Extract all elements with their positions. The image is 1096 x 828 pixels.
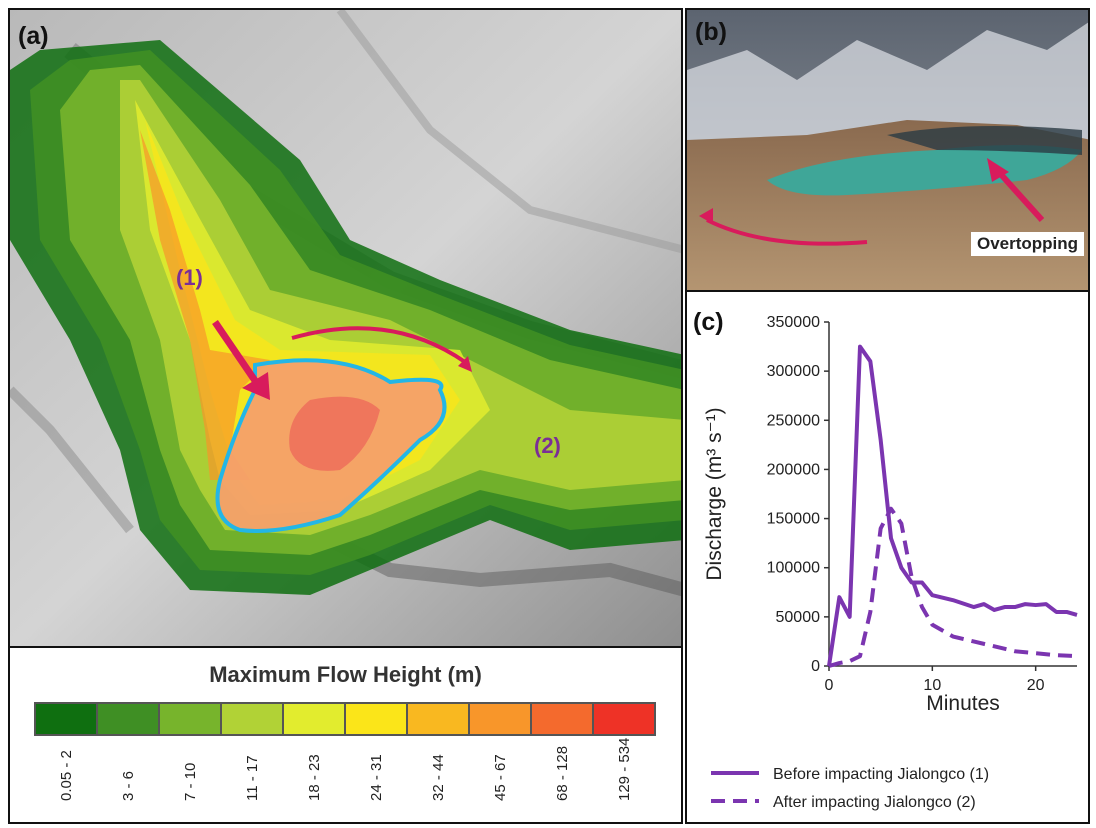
- impact-arrow-head: [242, 372, 270, 400]
- panel-a-label: (a): [18, 22, 49, 50]
- y-tick-label: 150000: [767, 511, 820, 528]
- y-tick-label: 200000: [767, 461, 820, 478]
- legend-swatch: [470, 704, 532, 734]
- panel-b-label: (b): [695, 18, 727, 46]
- lake-water: [767, 145, 1082, 196]
- y-tick-label: 350000: [767, 314, 820, 331]
- legend-swatch: [532, 704, 594, 734]
- legend-swatch: [98, 704, 160, 734]
- legend-swatch: [594, 704, 654, 734]
- legend-range-label: 32 - 44: [430, 754, 447, 801]
- overtopping-arrow-head: [987, 158, 1009, 182]
- impact-arrow: [212, 320, 263, 390]
- overtopping-path-arrow-head: [458, 356, 472, 372]
- legend-swatches: [34, 702, 656, 736]
- ridge-shadow: [336, 10, 681, 254]
- overtopping-path-arrow-head: [699, 208, 713, 224]
- legend-range-label: 129 - 534: [616, 737, 633, 801]
- flow-height-map-panel: (a) (1) (2): [8, 8, 683, 648]
- flow-height-legend: Maximum Flow Height (m) 0.05 - 2 3 - 6 7 -…: [8, 646, 683, 824]
- y-axis-title: Discharge (m³ s⁻¹): [703, 407, 726, 580]
- legend-swatch: [160, 704, 222, 734]
- legend-range-label: 24 - 31: [368, 754, 385, 801]
- overtopping-path-arrow: [706, 218, 868, 246]
- overtopping-label: Overtopping: [971, 232, 1085, 256]
- discharge-chart: 0 50000 100000 150000 200000 250000 300000 3500…: [703, 314, 1078, 811]
- overtopping-path-arrow: [291, 326, 467, 364]
- legend-swatch: [346, 704, 408, 734]
- legend-range-label: 0.05 - 2: [58, 750, 75, 801]
- x-tick-label: 20: [1027, 677, 1045, 694]
- legend-range-label: 7 - 10: [182, 762, 199, 801]
- marker-2-label: (2): [534, 433, 561, 458]
- lake-shadow: [887, 126, 1082, 155]
- y-tick-label: 50000: [776, 609, 821, 626]
- legend-range-label: 11 - 17: [244, 755, 261, 801]
- legend-series-label: Before impacting Jialongco (1): [773, 766, 989, 783]
- y-tick-label: 300000: [767, 363, 820, 380]
- panel-c-label: (c): [693, 308, 724, 336]
- x-tick-label: 10: [923, 677, 941, 694]
- legend-swatch: [222, 704, 284, 734]
- x-axis-title: Minutes: [926, 692, 1000, 715]
- legend-title: Maximum Flow Height (m): [209, 662, 482, 687]
- flow-height-map: [10, 10, 681, 646]
- lake-max-flow-area: [289, 396, 380, 471]
- legend-swatch: [408, 704, 470, 734]
- lake-outline: [215, 358, 447, 533]
- marker-1-label: (1): [176, 265, 203, 290]
- legend-range-label: 68 - 128: [554, 745, 571, 801]
- y-tick-label: 100000: [767, 560, 820, 577]
- after-impact-series-line: [828, 506, 1078, 668]
- ridge-shadow: [10, 386, 134, 534]
- lake-photo-panel: (b) Overtopping: [685, 8, 1090, 292]
- x-tick-label: 0: [825, 677, 834, 694]
- legend-swatch: [284, 704, 346, 734]
- discharge-chart-panel: (c) 0 50000 100000 150000 200000 250000 300000…: [685, 290, 1090, 824]
- y-tick-label: 250000: [767, 412, 820, 429]
- legend-range-label: 18 - 23: [306, 754, 323, 801]
- legend-swatch: [36, 704, 98, 734]
- before-impact-series-line: [827, 344, 1078, 667]
- overtopping-arrow: [994, 167, 1045, 223]
- legend-range-label: 45 - 67: [492, 754, 509, 801]
- y-tick-label: 0: [811, 658, 820, 675]
- legend-range-label: 3 - 6: [120, 770, 137, 801]
- legend-series-label: After impacting Jialongco (2): [773, 794, 976, 811]
